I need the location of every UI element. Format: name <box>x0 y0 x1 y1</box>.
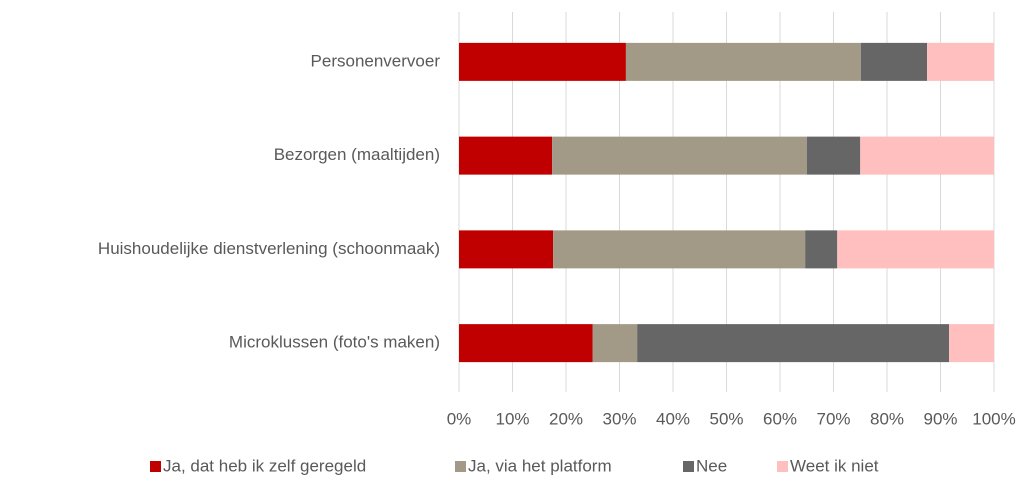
legend-swatch <box>150 461 161 472</box>
y-tick-label: Microklussen (foto's maken) <box>229 333 440 352</box>
legend-label: Weet ik niet <box>790 456 879 475</box>
bar-segment <box>459 42 626 81</box>
legend-swatch <box>683 461 694 472</box>
y-tick-label: Bezorgen (maaltijden) <box>274 145 440 164</box>
legend-swatch <box>777 461 788 472</box>
x-tick-label: 70% <box>816 409 850 428</box>
bar-segment <box>625 42 861 81</box>
bar-segment <box>553 230 806 269</box>
bar-segment <box>592 324 638 363</box>
bar-segment <box>805 230 838 269</box>
bar-segment <box>459 324 593 363</box>
bar-segment <box>860 136 994 175</box>
legend-label: Nee <box>696 456 727 475</box>
bar-segment <box>552 136 807 175</box>
x-tick-label: 80% <box>870 409 904 428</box>
bar-segment <box>459 136 553 175</box>
x-tick-label: 60% <box>763 409 797 428</box>
bar-segment <box>949 324 994 363</box>
legend-label: Ja, dat heb ik zelf geregeld <box>163 456 366 475</box>
bar-segment <box>860 42 928 81</box>
legend-label: Ja, via het platform <box>468 456 612 475</box>
bar-segment <box>459 230 554 269</box>
y-tick-label: Personenvervoer <box>311 51 441 70</box>
x-tick-label: 10% <box>495 409 529 428</box>
x-tick-label: 20% <box>549 409 583 428</box>
bar-segment <box>927 42 994 81</box>
bar-segment <box>637 324 950 363</box>
x-tick-label: 90% <box>923 409 957 428</box>
x-tick-label: 40% <box>656 409 690 428</box>
legend-swatch <box>455 461 466 472</box>
bar-segment <box>806 136 861 175</box>
x-tick-label: 30% <box>602 409 636 428</box>
y-tick-label: Huishoudelijke dienstverlening (schoonma… <box>98 239 440 258</box>
x-tick-label: 100% <box>972 409 1015 428</box>
bar-segment <box>837 230 994 269</box>
x-tick-label: 0% <box>447 409 472 428</box>
x-tick-label: 50% <box>709 409 743 428</box>
